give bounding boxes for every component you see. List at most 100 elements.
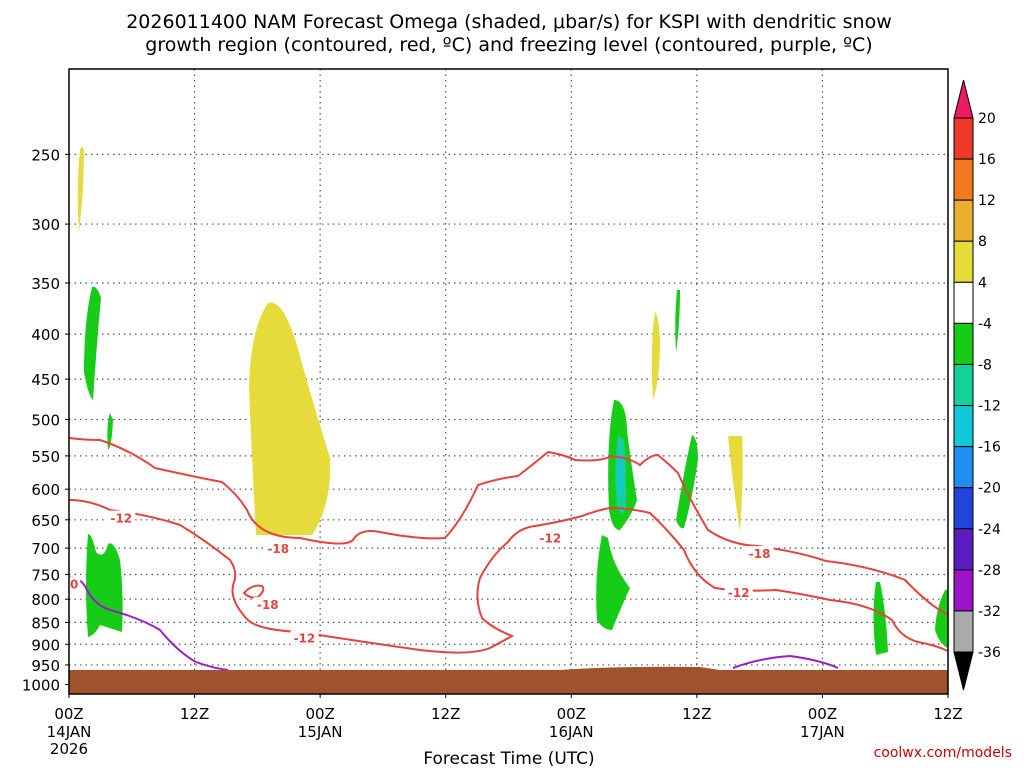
colorbar-swatch (953, 569, 974, 612)
colorbar-swatch (953, 651, 974, 691)
x-tick-label: 12Z (682, 705, 711, 723)
colorbar-swatch (953, 199, 974, 242)
ground-terrain-top (560, 666, 720, 670)
contour-label: -18 (267, 542, 289, 556)
colorbar-swatch (953, 240, 974, 283)
contour-label: -12 (294, 632, 316, 646)
colorbar-label: -36 (978, 645, 1001, 661)
x-axis-label: Forecast Time (UTC) (423, 749, 594, 768)
plot-frame (68, 68, 949, 695)
omega-area-yellow (77, 147, 84, 232)
colorbar-swatch (953, 528, 974, 571)
y-tick-label: 350 (31, 275, 60, 293)
contour-label-bg (68, 576, 81, 591)
freezing-level-contour (68, 576, 229, 671)
contour-label-bg (536, 530, 565, 545)
x-tick-label: 00Z (54, 705, 83, 723)
x-tick-date: 17JAN (800, 723, 845, 741)
omega-area-green (676, 435, 698, 529)
chart-title-line2: growth region (contoured, red, ºC) and f… (145, 34, 872, 56)
y-tick-label: 250 (31, 146, 60, 164)
colorbar-swatch (953, 79, 974, 119)
y-tick-label: 500 (31, 411, 60, 429)
colorbar-swatch (953, 117, 974, 160)
omega-area-green (107, 413, 113, 450)
colorbar-swatch (953, 610, 974, 653)
y-tick-label: 400 (31, 326, 60, 344)
isotherm-minus12-contour (68, 437, 949, 616)
y-tick-label: 700 (31, 540, 60, 558)
omega-shading (77, 147, 948, 655)
colorbar-label: 16 (978, 152, 996, 168)
contour-label-bg (745, 546, 774, 561)
y-tick-label: 750 (31, 567, 60, 585)
plot-area (69, 69, 948, 694)
colorbar-label: -8 (978, 357, 992, 373)
x-tick-label: 00Z (808, 705, 837, 723)
y-tick-label: 300 (31, 216, 60, 234)
colorbar-label: -24 (978, 522, 1001, 538)
colorbar-swatch (953, 487, 974, 530)
colorbar-swatch (953, 281, 974, 324)
isotherm-minus18-contour (242, 584, 265, 599)
colorbar-label: -28 (978, 563, 1001, 579)
colorbar-swatch (953, 158, 974, 201)
colorbar-label: 8 (978, 234, 987, 250)
y-tick-label: 850 (31, 614, 60, 632)
freezing-level-contours (68, 576, 839, 671)
x-tick-year: 2026 (50, 740, 88, 758)
contour-label: -12 (110, 512, 132, 526)
omega-area-green (84, 286, 101, 400)
x-tick-date: 15JAN (298, 723, 343, 741)
contour-label-bg (253, 596, 282, 611)
chart-title-line1: 2026011400 NAM Forecast Omega (shaded, μ… (126, 11, 892, 33)
omega-area-green (935, 590, 948, 648)
y-tick-label: 550 (31, 448, 60, 466)
contour-label: -18 (749, 547, 771, 561)
y-tick-label: 800 (31, 591, 60, 609)
x-tick-date: 14JAN (47, 723, 92, 741)
isotherm-contours (68, 437, 949, 654)
y-axis: 250 300 350 400 450 500 550 600 650 700 750 800 850 9… (22, 146, 69, 695)
contour-label-bg (724, 584, 753, 599)
x-tick-label: 12Z (431, 705, 460, 723)
colorbar-swatch (953, 322, 974, 365)
colorbar-label: -4 (978, 316, 992, 332)
contour-label-bg (290, 630, 319, 645)
colorbar-label: -16 (978, 440, 1001, 456)
colorbar-swatch (953, 363, 974, 407)
contour-label: -12 (540, 532, 562, 546)
colorbar-label: -12 (978, 399, 1001, 415)
x-tick-label: 12Z (933, 705, 962, 723)
colorbar-swatch (953, 405, 974, 448)
y-tick-label: 600 (31, 481, 60, 499)
omega-area-yellow (651, 312, 660, 400)
colorbar-label: -32 (978, 604, 1001, 620)
y-tick-label: 450 (31, 371, 60, 389)
freezing-level-contour (732, 654, 839, 669)
y-tick-label: 650 (31, 512, 60, 530)
colorbar-label: 20 (978, 111, 996, 127)
colorbar-label: -20 (978, 481, 1001, 497)
isotherm-minus12-contour (68, 499, 949, 654)
omega-area-teal (618, 445, 623, 500)
contour-label: -18 (257, 598, 279, 612)
contour-label: 0 (70, 578, 78, 592)
omega-area-green (675, 290, 680, 352)
contour-label: -12 (728, 586, 750, 600)
omega-area-green (596, 535, 630, 630)
ground-terrain (69, 670, 948, 694)
contour-label-bg (264, 541, 293, 556)
contour-label-bg (107, 510, 136, 525)
x-tick-label: 00Z (305, 705, 334, 723)
colorbar-label: 4 (978, 275, 987, 291)
x-tick-date: 16JAN (549, 723, 594, 741)
credit-text: coolwx.com/models (874, 745, 1012, 761)
y-tick-label: 950 (31, 657, 60, 675)
colorbar-label: 12 (978, 193, 996, 209)
colorbar-swatch (953, 446, 974, 489)
y-tick-label: 1000 (22, 677, 60, 695)
